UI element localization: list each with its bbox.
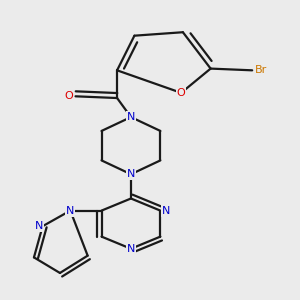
Text: N: N — [161, 206, 170, 216]
Text: Br: Br — [255, 65, 267, 75]
Text: O: O — [64, 91, 73, 101]
Text: N: N — [66, 206, 74, 216]
Text: N: N — [127, 169, 135, 179]
Text: N: N — [127, 244, 135, 254]
Text: N: N — [127, 112, 135, 122]
Text: O: O — [177, 88, 186, 98]
Text: N: N — [35, 221, 43, 231]
